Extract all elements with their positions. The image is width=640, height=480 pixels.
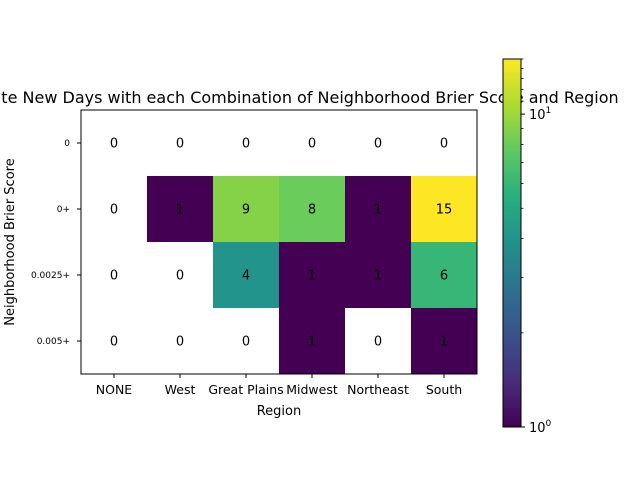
cell-value-label: 1: [374, 269, 382, 284]
heatmap-cell: [81, 176, 148, 243]
heatmap-cell: [147, 176, 214, 243]
cell-value-label: 1: [374, 203, 382, 218]
cell-value-label: 0: [374, 137, 382, 152]
cell-value-label: 0: [242, 137, 250, 152]
heatmap-cell: [345, 308, 412, 375]
heatmap-cell: [147, 308, 214, 375]
x-tick-label: Great Plains: [208, 382, 283, 397]
cell-value-label: 0: [110, 203, 118, 218]
y-axis-label: Neighborhood Brier Score: [3, 158, 18, 325]
heatmap-cell: [81, 110, 148, 177]
heatmap-cell: [213, 242, 280, 309]
cell-value-label: 0: [110, 269, 118, 284]
heatmap-cell: [81, 308, 148, 375]
cell-value-label: 0: [176, 269, 184, 284]
heatmap-cell: [279, 242, 346, 309]
heatmap-cell: [81, 242, 148, 309]
heatmap-cell: [213, 110, 280, 177]
heatmap-cell: [147, 110, 214, 177]
x-tick-label: West: [165, 382, 196, 397]
plot-frame: [80, 109, 478, 375]
x-axis-label: Region: [257, 404, 302, 419]
x-tick-label: South: [426, 382, 462, 397]
colorbar-tick-label: 100: [529, 419, 552, 436]
heatmap-cell: [345, 110, 412, 177]
cell-value-label: 1: [308, 335, 316, 350]
heatmap-cell: [345, 176, 412, 243]
heatmap-cells: 0 0 0 0 0 0 0 1 9 8 1 15 0 0 4 1 1 6 0 0 0 1 0 1: [81, 110, 478, 375]
cell-value-label: 1: [176, 203, 184, 218]
y-tick-label: 0.005+: [37, 337, 70, 347]
cell-value-label: 0: [176, 137, 184, 152]
heatmap-cell: [279, 110, 346, 177]
heatmap-cell: [279, 176, 346, 243]
heatmap-cell: [411, 176, 478, 243]
y-tick-label: 0.0025+: [31, 271, 70, 281]
cell-value-label: 0: [110, 335, 118, 350]
heatmap-cell: [147, 242, 214, 309]
cell-value-label: 6: [440, 269, 448, 284]
heatmap-cell: [345, 242, 412, 309]
cell-value-label: 1: [440, 335, 448, 350]
heatmap-cell: [411, 110, 478, 177]
x-axis: NONE West Great Plains Midwest Northeast Sout…: [96, 374, 462, 397]
cell-value-label: 9: [242, 203, 250, 218]
colorbar: 100 101: [502, 58, 552, 436]
cell-value-label: 15: [436, 203, 453, 218]
heatmap-cell: [279, 308, 346, 375]
cell-value-label: 0: [440, 137, 448, 152]
cell-value-label: 1: [308, 269, 316, 284]
cell-value-label: 0: [308, 137, 316, 152]
y-tick-label: 0: [64, 139, 70, 149]
cell-value-label: 0: [242, 335, 250, 350]
heatmap-cell: [213, 176, 280, 243]
heatmap-cell: [213, 308, 280, 375]
cell-value-label: 0: [374, 335, 382, 350]
colorbar-gradient: [502, 58, 522, 428]
y-tick-label: 0+: [57, 205, 70, 215]
x-tick-label: Midwest: [286, 382, 338, 397]
heatmap-cell: [411, 308, 478, 375]
colorbar-tick-label: 101: [529, 106, 551, 123]
heatmap-cell: [411, 242, 478, 309]
cell-value-label: 0: [110, 137, 118, 152]
x-tick-label: Northeast: [347, 382, 409, 397]
chart-title: Moderate New Days with each Combination …: [0, 88, 619, 107]
x-tick-label: NONE: [96, 382, 133, 397]
cell-value-label: 0: [176, 335, 184, 350]
cell-value-label: 8: [308, 203, 316, 218]
cell-value-label: 4: [242, 269, 250, 284]
y-axis: 0 0+ 0.0025+ 0.005+: [31, 139, 81, 347]
